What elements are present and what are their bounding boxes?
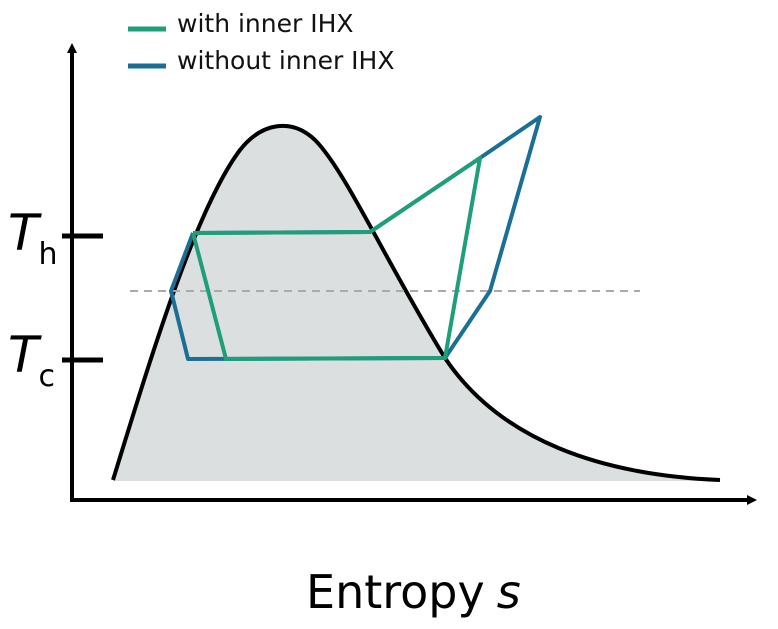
- tick-label-hot: Th: [8, 204, 58, 272]
- tick-label-cold: Tc: [8, 326, 55, 394]
- saturation-dome-curve: [111, 123, 721, 482]
- legend: with inner IHX without inner IHX: [128, 9, 394, 75]
- cycle-with-ihx: [191, 156, 482, 361]
- x-axis-label: Entropy s: [306, 565, 521, 619]
- legend-label-without-ihx: without inner IHX: [177, 46, 394, 75]
- legend-label-with-ihx: with inner IHX: [177, 9, 354, 38]
- saturation-dome-fill: [113, 125, 720, 482]
